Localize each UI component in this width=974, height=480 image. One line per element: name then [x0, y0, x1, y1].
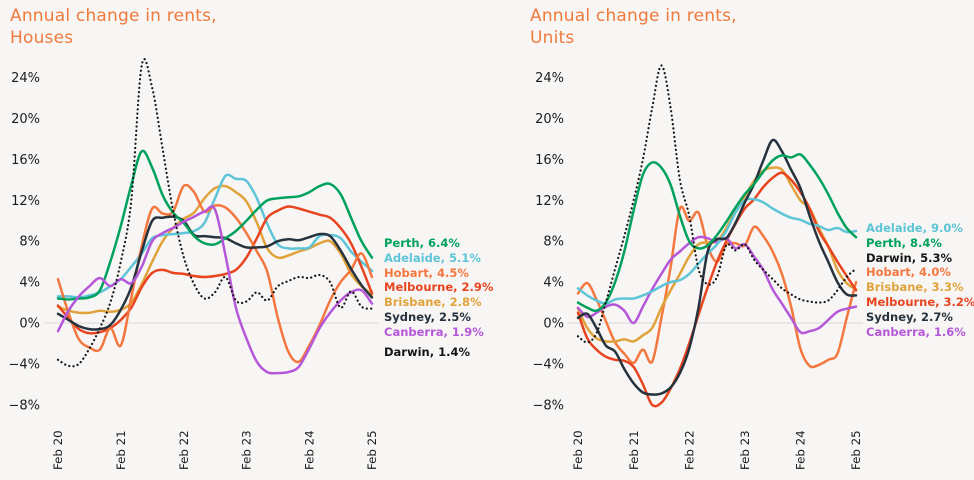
- legend-label: Brisbane, 3.3%: [866, 280, 964, 295]
- series-line-melbourne: [576, 171, 858, 408]
- houses-chart-title: Annual change in rents, Houses: [10, 5, 217, 49]
- legend-label: Darwin, 5.3%: [866, 250, 952, 265]
- y-axis-tick-label: 24%: [11, 71, 40, 86]
- x-axis-tick-label: Feb 22: [682, 430, 696, 470]
- legend-item-adelaide: Adelaide, 9.0%: [866, 221, 974, 236]
- x-axis-tick-label: Feb 24: [794, 430, 808, 470]
- legend-label: Canberra, 1.6%: [866, 324, 966, 339]
- series-line-perth: [576, 152, 858, 313]
- x-axis-tick-label: Feb 23: [240, 430, 254, 470]
- series-line-perth: [56, 149, 374, 301]
- units-title-line2: Units: [530, 28, 575, 49]
- legend-item-melbourne: Melbourne, 2.9%: [384, 280, 493, 295]
- houses-title-line2: Houses: [10, 28, 74, 49]
- x-axis-tick-label: Feb 21: [114, 430, 128, 470]
- y-axis-tick-label: 8%: [543, 235, 564, 250]
- series-line-canberra: [576, 235, 858, 335]
- series-line-sydney: [56, 215, 374, 331]
- legend-item-adelaide: Adelaide, 5.1%: [384, 251, 493, 266]
- legend-label: Hobart, 4.5%: [384, 265, 469, 280]
- series-line-darwin: [56, 58, 374, 368]
- y-axis-tick-label: 4%: [543, 276, 564, 291]
- x-axis-tick-label: Feb 23: [738, 430, 752, 470]
- legend-item-perth: Perth, 6.4%: [384, 236, 493, 251]
- legend-label: Perth, 6.4%: [384, 236, 460, 250]
- legend-item-brisbane: Brisbane, 3.3%: [866, 280, 974, 295]
- y-axis-tick-label: 20%: [11, 112, 40, 127]
- units-chart-title: Annual change in rents, Units: [530, 5, 737, 49]
- legend-item-darwin: Darwin, 5.3%: [866, 251, 974, 266]
- legend-item-sydney: Sydney, 2.7%: [866, 310, 974, 325]
- y-axis-tick-label: 12%: [11, 194, 40, 209]
- series-line-canberra: [56, 205, 374, 375]
- legend-label: Adelaide, 5.1%: [384, 250, 481, 265]
- y-axis-tick-label: 0%: [543, 317, 564, 332]
- houses-title-line1: Annual change in rents,: [10, 6, 217, 26]
- x-axis-tick-label: Feb 20: [571, 430, 585, 470]
- legend-label: Sydney, 2.5%: [384, 309, 471, 324]
- units-chart-plot: 24% 20% 16% 12% 8% 4% 0% −4% −8% Feb 20 Feb 21 Feb …: [532, 64, 863, 470]
- legend-item-canberra: Canberra, 1.6%: [866, 325, 974, 340]
- legend-item-hobart: Hobart, 4.0%: [866, 265, 974, 280]
- y-axis-tick-label: −8%: [532, 398, 564, 413]
- legend-item-hobart: Hobart, 4.5%: [384, 266, 493, 281]
- legend-item-perth: Perth, 8.4%: [866, 236, 974, 251]
- units-chart-legend: Adelaide, 9.0% Perth, 8.4% Darwin, 5.3% Hob…: [866, 221, 974, 339]
- x-axis-tick-label: Feb 24: [302, 430, 316, 470]
- legend-item-brisbane: Brisbane, 2.8%: [384, 295, 493, 310]
- y-axis-tick-label: 8%: [19, 235, 40, 250]
- legend-item-sydney: Sydney, 2.5%: [384, 310, 493, 325]
- legend-label: Darwin, 1.4%: [384, 344, 470, 359]
- y-axis-tick-label: 20%: [535, 112, 564, 127]
- x-axis-tick-label: Feb 25: [849, 430, 863, 470]
- x-axis-tick-label: Feb 20: [51, 430, 65, 470]
- y-axis-tick-label: 24%: [535, 71, 564, 86]
- series-line-darwin: [576, 64, 858, 344]
- legend-label: Melbourne, 3.2%: [866, 294, 974, 309]
- houses-chart-legend: Perth, 6.4% Adelaide, 5.1% Hobart, 4.5% Mel…: [384, 236, 493, 359]
- x-axis-tick-label: Feb 21: [627, 430, 641, 470]
- legend-label: Melbourne, 2.9%: [384, 280, 494, 295]
- legend-label: Perth, 8.4%: [866, 235, 942, 250]
- houses-chart-panel: Annual change in rents, Houses 24% 20% 16% 1…: [8, 5, 493, 470]
- legend-item-melbourne: Melbourne, 3.2%: [866, 295, 974, 310]
- legend-label: Adelaide, 9.0%: [866, 221, 963, 235]
- x-axis-tick-label: Feb 25: [365, 430, 379, 470]
- units-chart-panel: Annual change in rents, Units 24% 20% 16% 12…: [487, 0, 974, 480]
- series-line-sydney: [576, 138, 858, 396]
- series-line-adelaide: [576, 197, 858, 305]
- y-axis-tick-label: 4%: [19, 276, 40, 291]
- legend-label: Hobart, 4.0%: [866, 265, 951, 280]
- y-axis-tick-label: 12%: [535, 194, 564, 209]
- legend-item-darwin: Darwin, 1.4%: [384, 345, 493, 360]
- x-axis-tick-label: Feb 22: [177, 430, 191, 470]
- units-title-line1: Annual change in rents,: [530, 6, 737, 26]
- legend-item-canberra: Canberra, 1.9%: [384, 325, 493, 340]
- y-axis-tick-label: −8%: [8, 398, 40, 413]
- y-axis-tick-label: −4%: [8, 357, 40, 372]
- series-line-brisbane: [56, 184, 374, 315]
- legend-label: Brisbane, 2.8%: [384, 295, 482, 310]
- y-axis-tick-label: 16%: [535, 153, 564, 168]
- series-line-hobart: [56, 183, 374, 364]
- houses-chart-plot: 24% 20% 16% 12% 8% 4% 0% −4% −8% Feb 20 Feb 21 Feb …: [8, 58, 379, 470]
- legend-label: Canberra, 1.9%: [384, 324, 484, 339]
- y-axis-tick-label: 16%: [11, 153, 40, 168]
- legend-label: Sydney, 2.7%: [866, 309, 953, 324]
- y-axis-tick-label: −4%: [532, 357, 564, 372]
- y-axis-tick-label: 0%: [19, 317, 40, 332]
